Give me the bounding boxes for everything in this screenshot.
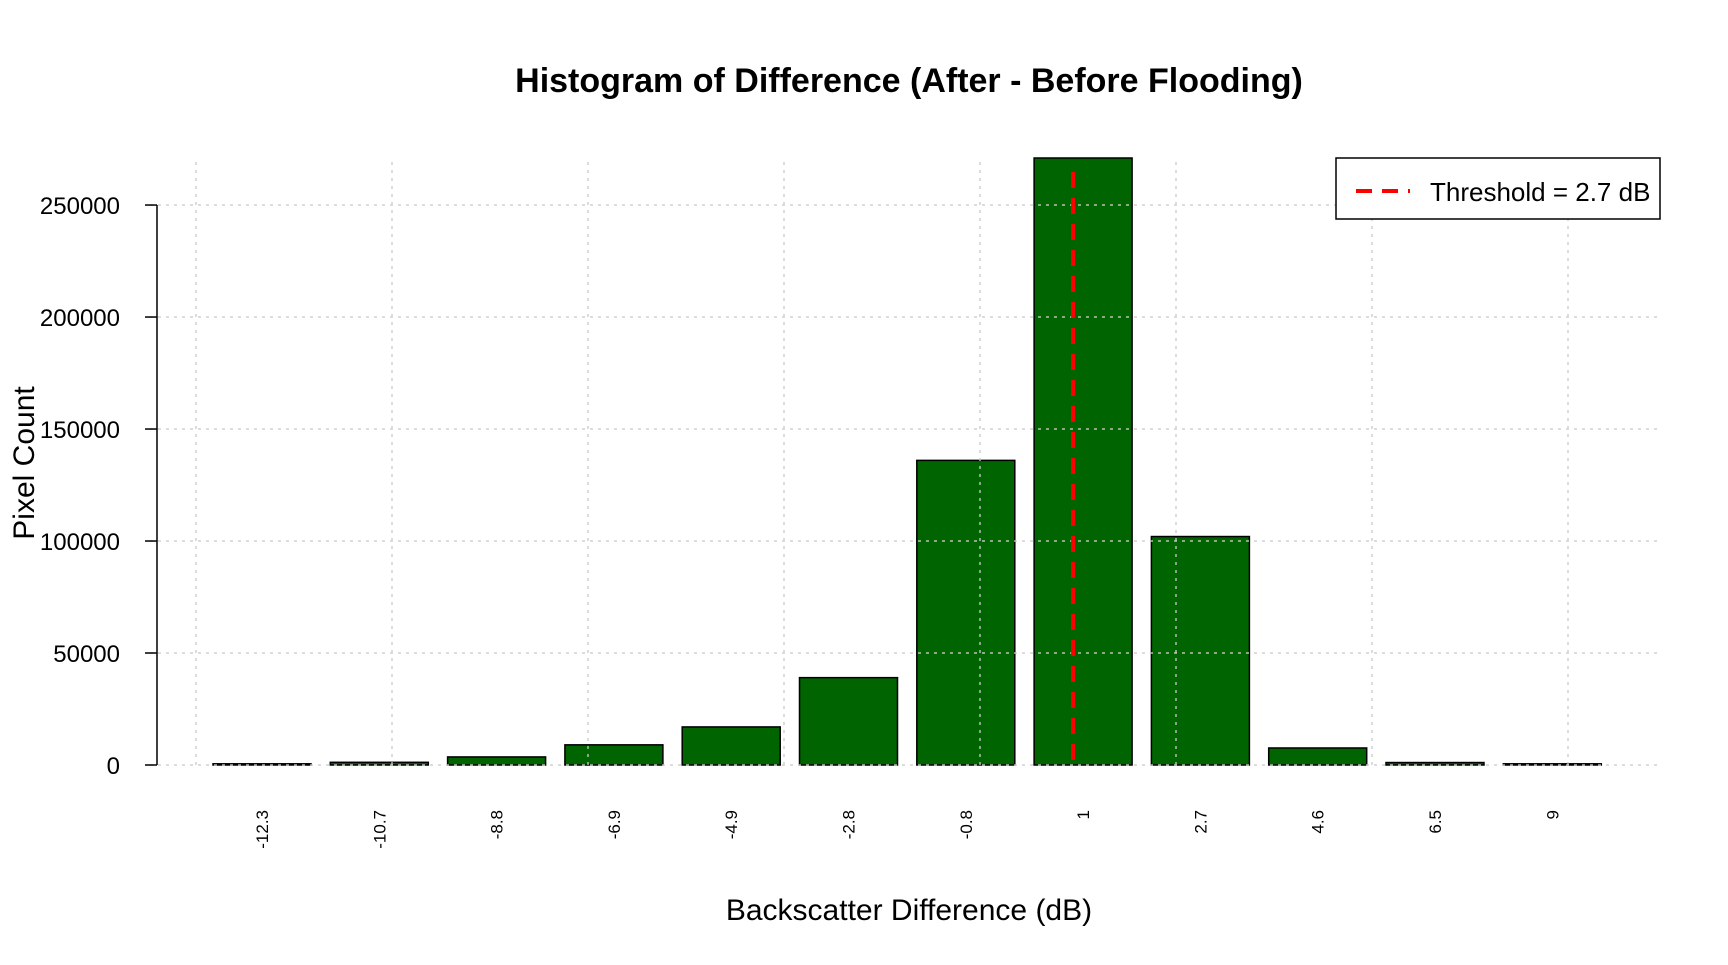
grid-layer (150, 162, 1662, 766)
legend-threshold-label: Threshold = 2.7 dB (1430, 177, 1650, 207)
x-tick-label: -10.7 (370, 810, 389, 849)
x-tick-label: 6.5 (1426, 810, 1445, 834)
y-tick-label: 100000 (40, 529, 120, 556)
x-axis-label: Backscatter Difference (dB) (726, 894, 1092, 927)
x-tick-label: -6.9 (605, 810, 624, 839)
histogram-bar (798, 676, 899, 766)
histogram-bar (1385, 761, 1485, 766)
bars-layer (150, 157, 1662, 766)
y-tick-label: 0 (107, 753, 120, 780)
x-tick-label: -12.3 (253, 810, 272, 849)
histogram-bar (681, 726, 781, 766)
histogram-bar (1033, 157, 1133, 766)
legend: Threshold = 2.7 dB (1335, 157, 1661, 220)
y-axis-label: Pixel Count (8, 386, 41, 540)
x-tick-label: -8.8 (488, 810, 507, 839)
histogram-bar (1267, 747, 1368, 766)
legend-box (1335, 157, 1661, 220)
histogram-bar (1150, 535, 1251, 766)
x-tick-label: 1 (1074, 810, 1093, 819)
y-tick-label: 50000 (53, 641, 120, 668)
histogram-bar (329, 761, 430, 766)
histogram-bar (564, 744, 664, 766)
x-tick-label: 9 (1543, 810, 1562, 819)
x-axis: -12.3 -10.7 -8.8 -6.9 -4.9 -2.8 -0.8 1 2.7 4.6 6.5… (253, 810, 1562, 849)
histogram-bar (916, 459, 1016, 766)
y-tick-label: 150000 (40, 417, 120, 444)
histogram-bar (446, 756, 547, 766)
y-tick-label: 250000 (40, 193, 120, 220)
y-axis: 0 50000 100000 150000 200000 250000 (40, 193, 158, 780)
x-tick-label: 4.6 (1309, 810, 1328, 834)
x-tick-label: -4.9 (722, 810, 741, 839)
y-tick-label: 200000 (40, 305, 120, 332)
x-tick-label: -0.8 (957, 810, 976, 839)
x-tick-label: 2.7 (1191, 810, 1210, 834)
chart-title: Histogram of Difference (After - Before … (515, 62, 1303, 100)
x-tick-label: -2.8 (840, 810, 859, 839)
